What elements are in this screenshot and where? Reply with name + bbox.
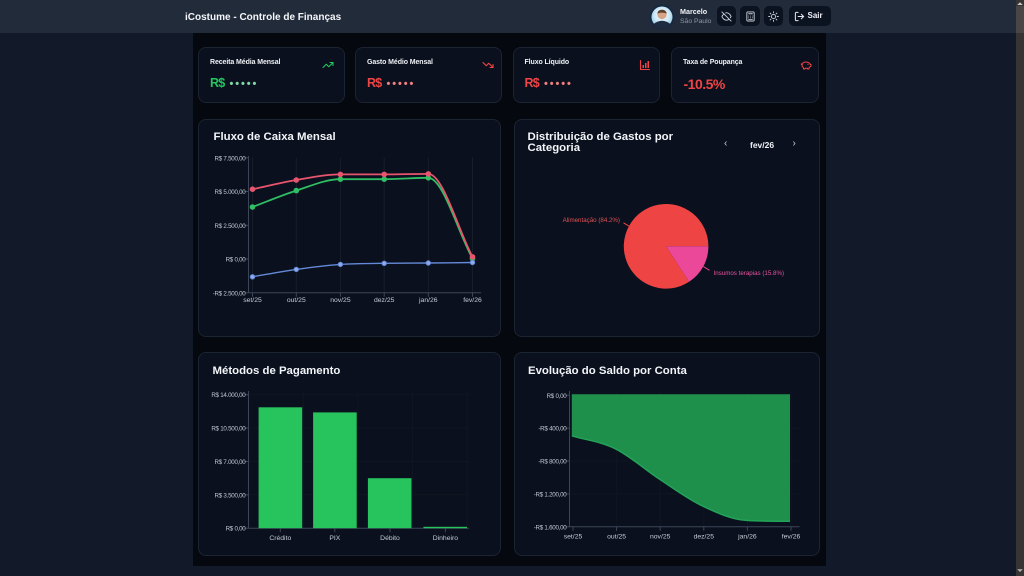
svg-text:R$ 2.500,00: R$ 2.500,00 [215, 223, 247, 230]
svg-text:Dinheiro: Dinheiro [433, 535, 459, 542]
svg-text:PIX: PIX [329, 535, 340, 542]
svg-text:jan/26: jan/26 [418, 297, 438, 304]
svg-text:jan/26: jan/26 [737, 534, 757, 541]
svg-text:Insumos terapias (15.8%): Insumos terapias (15.8%) [714, 270, 785, 277]
svg-text:set/25: set/25 [564, 534, 583, 541]
svg-text:out/25: out/25 [287, 297, 306, 304]
svg-text:fev/26: fev/26 [463, 297, 482, 304]
svg-text:R$ 0,00: R$ 0,00 [547, 393, 568, 400]
svg-text:-R$ 1.200,00: -R$ 1.200,00 [534, 491, 568, 498]
svg-text:out/25: out/25 [607, 534, 626, 541]
svg-text:Alimentação (84.2%): Alimentação (84.2%) [563, 217, 620, 224]
svg-text:Débito: Débito [380, 535, 400, 542]
svg-text:-R$ 2.500,00: -R$ 2.500,00 [213, 290, 247, 297]
svg-text:nov/25: nov/25 [650, 534, 671, 541]
svg-text:R$ 14.000,00: R$ 14.000,00 [211, 392, 246, 399]
svg-text:-R$ 400,00: -R$ 400,00 [538, 426, 567, 433]
svg-text:dez/25: dez/25 [374, 297, 395, 304]
svg-text:R$ 7.500,00: R$ 7.500,00 [215, 155, 247, 162]
svg-text:R$ 7.000,00: R$ 7.000,00 [215, 459, 247, 466]
svg-text:R$ 0,00: R$ 0,00 [226, 526, 247, 533]
svg-text:nov/25: nov/25 [330, 297, 351, 304]
svg-text:set/25: set/25 [243, 297, 262, 304]
svg-text:Crédito: Crédito [269, 535, 291, 542]
svg-text:R$ 5.000,00: R$ 5.000,00 [215, 189, 247, 196]
svg-text:R$ 0,00: R$ 0,00 [226, 257, 247, 264]
svg-text:fev/26: fev/26 [782, 534, 801, 541]
svg-text:dez/25: dez/25 [694, 534, 715, 541]
svg-text:-R$ 800,00: -R$ 800,00 [538, 459, 567, 466]
svg-text:R$ 10.500,00: R$ 10.500,00 [211, 426, 246, 433]
svg-text:-R$ 1.600,00: -R$ 1.600,00 [534, 524, 568, 531]
svg-text:R$ 3.500,00: R$ 3.500,00 [215, 492, 247, 499]
